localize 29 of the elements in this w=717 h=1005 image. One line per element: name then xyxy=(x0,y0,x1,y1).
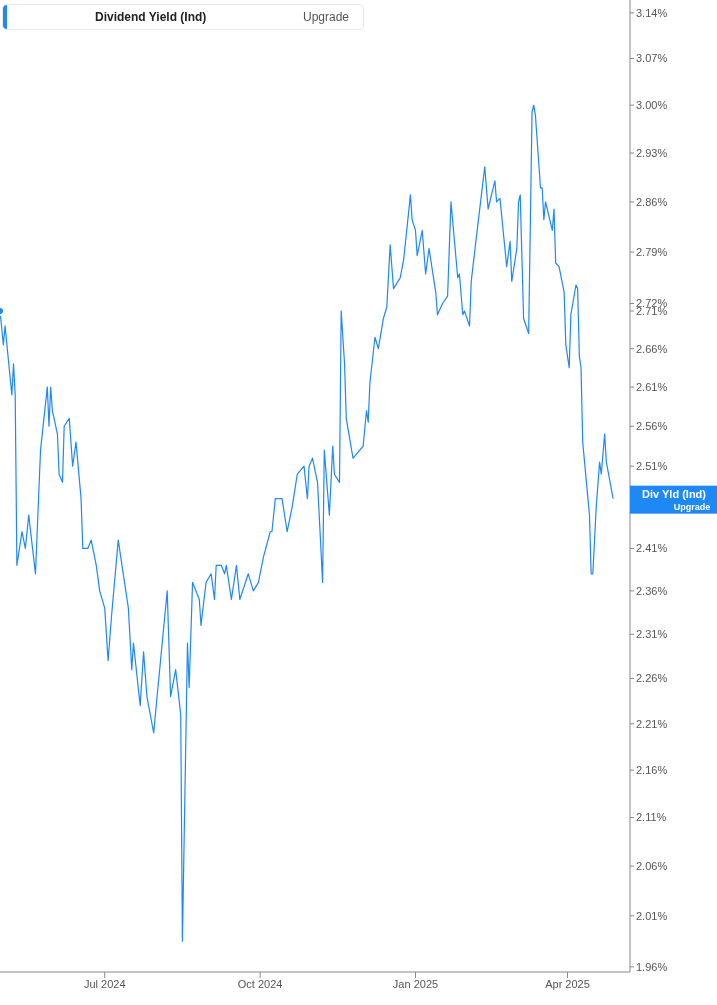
y-tick-label: 2.41% xyxy=(636,542,668,555)
annotation: Div Yld (Ind) xyxy=(642,487,707,500)
y-tick-label: 2.61% xyxy=(636,380,668,393)
y-tick-label: 2.21% xyxy=(636,717,668,730)
y-tick-label: 2.11% xyxy=(636,811,667,824)
y-tick-label: 2.06% xyxy=(636,860,668,873)
y-tick-label: 2.01% xyxy=(636,909,668,922)
x-tick-label: Jan 2025 xyxy=(392,977,439,990)
y-tick-label: 3.00% xyxy=(636,99,668,112)
y-tick-label: 2.66% xyxy=(636,342,668,355)
annotation: Upgrade xyxy=(302,10,349,24)
y-tick-label: 3.14% xyxy=(636,6,668,19)
y-tick-label: 2.26% xyxy=(636,672,668,685)
x-tick-label: Oct 2024 xyxy=(237,977,283,990)
y-tick-label: 1.96% xyxy=(636,960,668,973)
y-tick-label: 3.07% xyxy=(636,52,668,65)
y-tick-label: 2.36% xyxy=(636,584,668,597)
y-tick-label: 2.56% xyxy=(636,420,668,433)
y-tick-label: 2.86% xyxy=(636,195,668,208)
y-tick-label: 2.79% xyxy=(636,245,668,258)
y-tick-label: 2.93% xyxy=(636,146,668,159)
y-tick-label: 2.51% xyxy=(636,460,668,473)
text: Upgrade xyxy=(673,501,711,512)
x-tick-label: Apr 2025 xyxy=(545,977,590,990)
line-series xyxy=(0,104,614,942)
x-tick-label: Jul 2024 xyxy=(83,977,126,990)
legend-panel: Dividend Yield (Ind) Upgrade xyxy=(2,4,364,30)
y-tick-label: 2.31% xyxy=(636,628,668,641)
y-tick-label: 2.16% xyxy=(636,764,668,777)
